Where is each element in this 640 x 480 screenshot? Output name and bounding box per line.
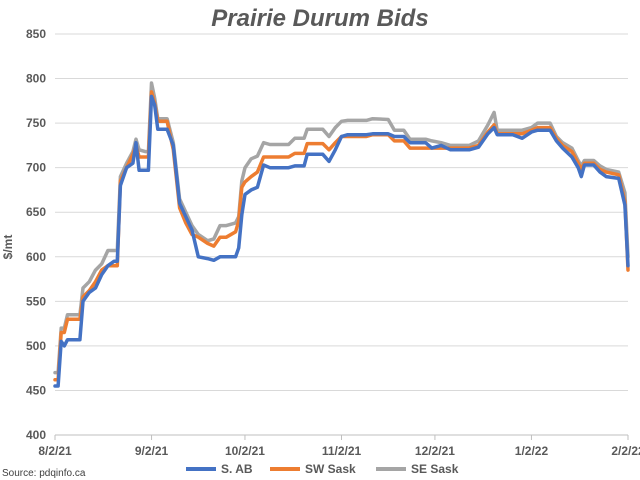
x-tick-label: 11/2/21 [322,444,362,458]
y-tick-label: 500 [26,339,46,353]
legend-label: S. AB [221,462,253,476]
y-tick-label: 850 [26,27,46,41]
gridlines [55,33,628,436]
source-note: Source: pdqinfo.ca [2,468,86,479]
y-tick-label: 550 [26,294,46,308]
x-tick-label: 9/2/21 [135,444,169,458]
y-tick-label: 400 [26,428,46,442]
y-axis-ticks: 400 450 500 550 600 650 700 750 800 850 [26,27,46,442]
x-tick-label: 12/2/21 [415,444,455,458]
x-tick-label: 2/2/22 [611,444,640,458]
x-tick-label: 1/2/22 [515,444,549,458]
legend-label: SW Sask [305,462,356,476]
y-tick-label: 750 [26,116,46,130]
y-tick-label: 700 [26,161,46,175]
x-tick-label: 10/2/21 [225,444,265,458]
y-tick-label: 800 [26,72,46,86]
y-tick-label: 650 [26,205,46,219]
x-axis-ticks: 8/2/21 9/2/21 10/2/21 11/2/21 12/2/21 1/2/22 2… [38,435,640,458]
y-axis-label: $/mt [1,235,15,260]
series-line-se-sask [53,81,630,375]
chart-title: Prairie Durum Bids [211,5,428,32]
x-tick-label: 8/2/21 [38,444,72,458]
series-line-s-ab [53,94,630,388]
y-tick-label: 450 [26,383,46,397]
legend-label: SE Sask [411,462,459,476]
y-tick-label: 600 [26,250,46,264]
series-lines [53,81,630,388]
legend: S. AB SW Sask SE Sask [186,462,459,476]
